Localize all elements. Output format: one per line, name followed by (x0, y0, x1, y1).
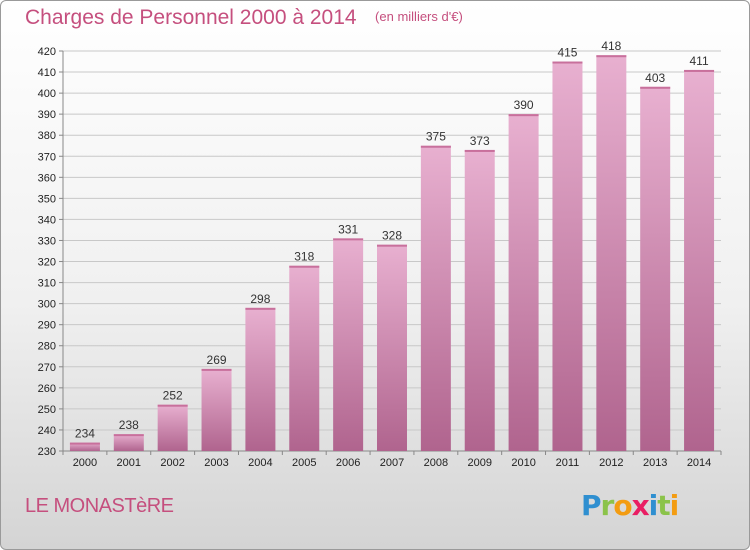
bar-top-edge (157, 404, 188, 407)
bar-top-edge (552, 61, 583, 64)
bars (69, 55, 715, 452)
x-tick-label: 2008 (424, 457, 448, 469)
y-tick-label: 360 (38, 172, 56, 184)
value-label: 238 (119, 418, 139, 432)
value-label: 252 (163, 389, 183, 403)
value-label: 269 (207, 353, 227, 367)
location-name: LE MONASTèRE (25, 495, 174, 517)
logo-letter: P (581, 489, 602, 522)
y-tick-label: 380 (38, 130, 56, 142)
value-label: 390 (514, 98, 534, 112)
bar-2004 (245, 307, 276, 451)
y-tick-label: 290 (38, 320, 56, 332)
x-tick-label: 2000 (73, 457, 97, 469)
logo-letter: o (613, 489, 632, 522)
bar-top-edge (377, 244, 407, 247)
value-label: 375 (426, 130, 446, 144)
x-tick-label: 2005 (292, 457, 316, 469)
bar-top-edge (508, 114, 539, 117)
x-tick-label: 2001 (117, 457, 141, 469)
bar-2009 (464, 149, 495, 451)
bar-top-edge (333, 238, 364, 241)
bar-2011 (552, 61, 583, 452)
value-label: 415 (557, 46, 577, 60)
y-tick-label: 320 (38, 257, 56, 269)
bar-top-edge (464, 149, 495, 152)
bar-2001 (113, 434, 144, 451)
y-tick-label: 240 (38, 425, 56, 437)
bar-2012 (596, 55, 627, 452)
value-label: 331 (338, 222, 358, 236)
value-label: 234 (75, 427, 95, 441)
bar-2013 (640, 86, 671, 451)
y-tick-label: 300 (38, 299, 56, 311)
bar-2008 (420, 145, 451, 451)
logo-letter: x (631, 489, 650, 522)
bar-2005 (289, 265, 320, 451)
bar-top-edge (596, 55, 627, 58)
x-tick-label: 2003 (204, 457, 228, 469)
chart-title: Charges de Personnel 2000 à 2014 (25, 6, 357, 29)
value-label: 373 (470, 134, 490, 148)
x-tick-label: 2014 (687, 457, 711, 469)
x-tick-label: 2013 (643, 457, 667, 469)
value-label: 418 (601, 39, 621, 53)
bar-2000 (69, 442, 100, 451)
bar-2014 (684, 69, 715, 452)
bar-top-edge (684, 69, 715, 72)
bar-top-edge (640, 86, 671, 89)
bar-2010 (508, 114, 539, 451)
y-tick-label: 340 (38, 214, 56, 226)
value-label: 411 (689, 54, 708, 68)
bar-top-edge (69, 442, 100, 445)
title-row: Charges de Personnel 2000 à 2014 (en mil… (25, 6, 463, 30)
x-tick-label: 2002 (160, 457, 184, 469)
y-tick-label: 370 (38, 151, 56, 163)
y-tick-label: 230 (38, 446, 56, 458)
y-tick-label: 330 (38, 235, 56, 247)
labels: 230 240 250 260 270 280 290 300 310 320 330 340 350 3… (38, 39, 712, 469)
bar-top-edge (245, 307, 276, 310)
y-tick-label: 400 (38, 88, 56, 100)
x-tick-label: 2012 (599, 457, 623, 469)
x-tick-label: 2011 (556, 457, 580, 469)
logo-letter: r (600, 489, 615, 522)
y-tick-label: 250 (38, 404, 56, 416)
x-tick-label: 2007 (380, 457, 404, 469)
x-tick-label: 2004 (248, 457, 272, 469)
bar-2007 (377, 244, 407, 451)
x-tick-label: 2006 (336, 457, 360, 469)
bar-top-edge (420, 145, 451, 148)
value-label: 298 (250, 292, 270, 306)
bar-2002 (157, 404, 188, 451)
bar-top-edge (201, 368, 232, 371)
y-tick-label: 410 (38, 67, 56, 79)
y-tick-label: 420 (38, 46, 56, 58)
logo-letter: t (657, 489, 670, 522)
y-tick-label: 350 (38, 193, 56, 205)
chart-subtitle: (en milliers d'€) (375, 9, 463, 24)
logo-letter: i (669, 489, 680, 522)
y-tick-label: 260 (38, 383, 56, 395)
bar-top-edge (113, 434, 144, 437)
value-label: 403 (645, 71, 665, 85)
y-tick-label: 280 (38, 341, 56, 353)
logo-letter: i (648, 489, 659, 522)
y-tick-label: 310 (38, 278, 56, 290)
x-tick-label: 2009 (467, 457, 491, 469)
value-label: 328 (382, 229, 402, 243)
value-label: 318 (294, 250, 314, 264)
proxiti-logo[interactable]: Proxiti (581, 489, 680, 522)
bar-2006 (333, 238, 364, 451)
x-tick-label: 2010 (511, 457, 535, 469)
bar-2003 (201, 368, 232, 451)
y-tick-label: 270 (38, 362, 56, 374)
bar-top-edge (289, 265, 320, 268)
y-tick-label: 390 (38, 109, 56, 121)
